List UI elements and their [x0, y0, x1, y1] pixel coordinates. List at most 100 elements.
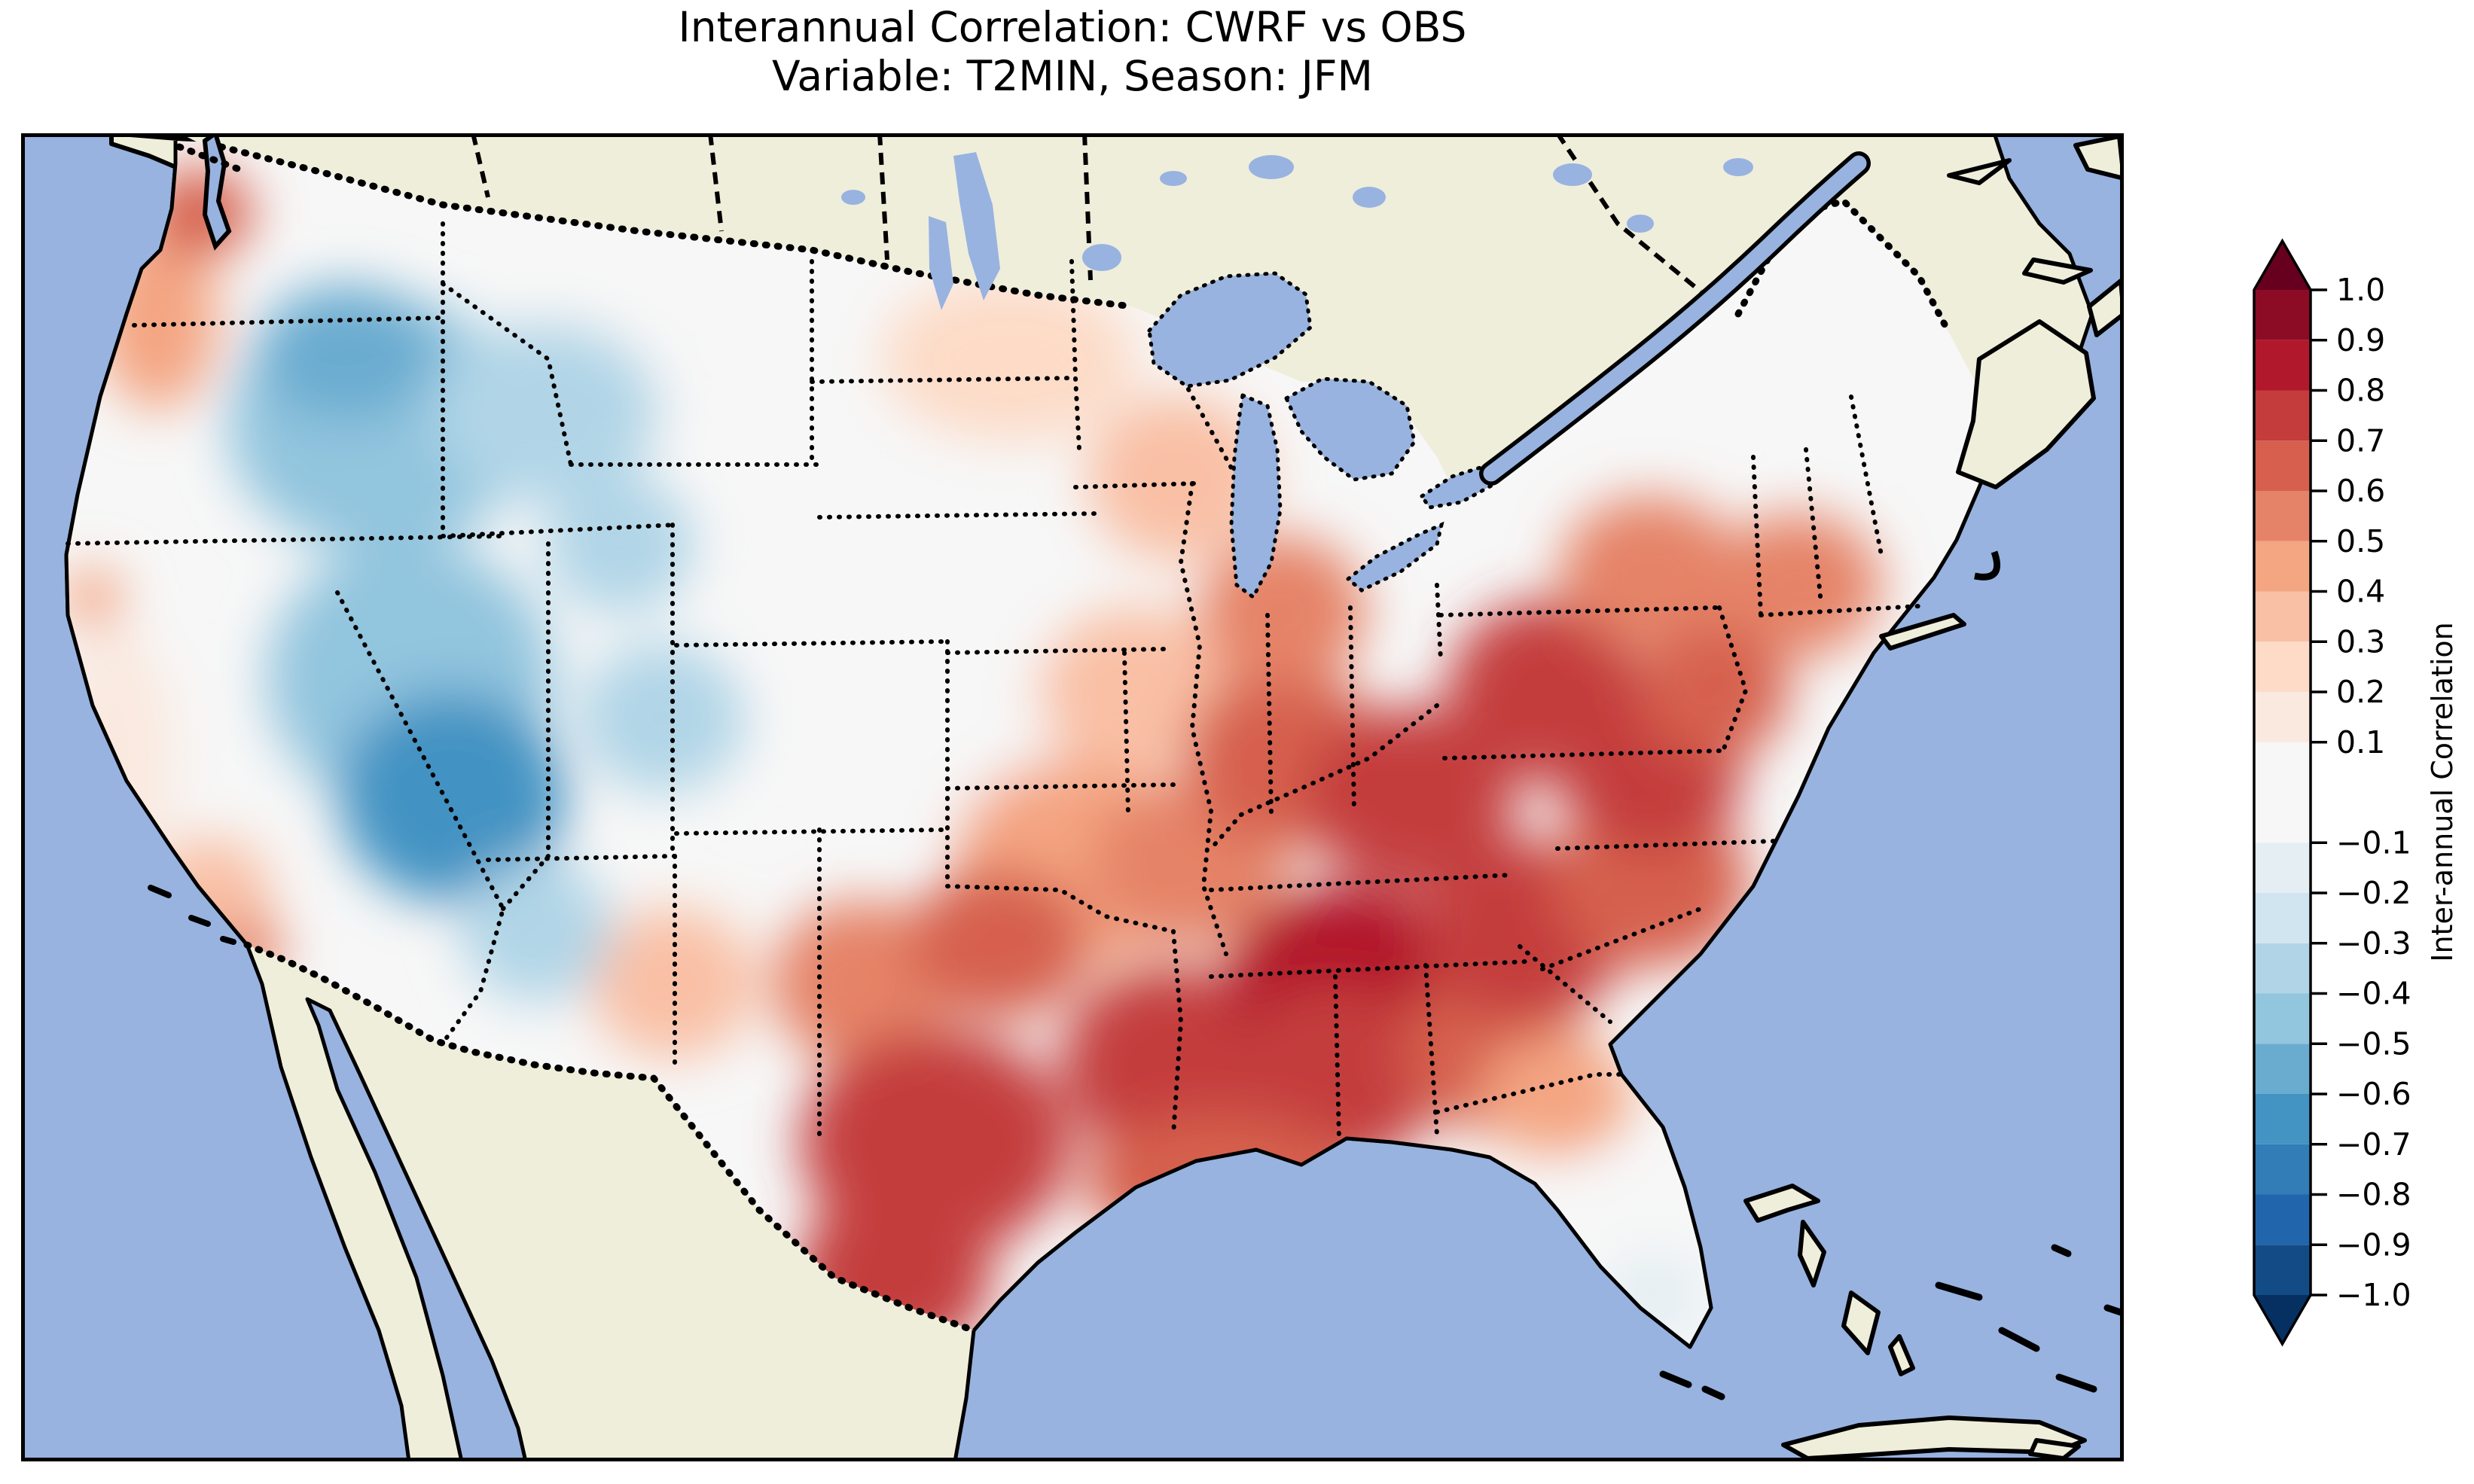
lake-superior — [1147, 271, 1313, 389]
colorbar-segment — [2254, 290, 2311, 340]
us-coastline — [64, 141, 1997, 1349]
colorbar-segment — [2254, 1245, 2311, 1295]
colorbar-tick-label: 0.8 — [2336, 373, 2385, 409]
colorbar-segment — [2254, 1044, 2311, 1094]
colorbar-tick-label: 0.7 — [2336, 422, 2385, 459]
contour-region-north-florida — [1481, 1035, 1632, 1156]
colorbar-ticks — [2311, 288, 2327, 1297]
colorbar-segment — [2254, 541, 2311, 592]
contour-region-west-new-mexico-blue — [461, 858, 612, 1002]
nova-scotia — [1956, 319, 2096, 489]
lake-ontario — [1419, 462, 1496, 510]
maine-canada-border — [1734, 197, 1953, 337]
colorbar-segment — [2254, 340, 2311, 391]
colorbar-tick-labels: 1.0 0.9 0.8 0.7 0.6 0.5 0.4 0.3 0.2 0.1 −0.1 −0.2 −0… — [2336, 272, 2411, 1313]
contour-region-northwest-interior-core — [256, 285, 438, 421]
colorbar-tick-label: −1.0 — [2336, 1277, 2411, 1313]
colorbar-segment — [2254, 641, 2311, 692]
figure-title: Interannual Correlation: CWRF vs OBS Var… — [21, 3, 2124, 101]
colorbar-under-arrow — [2254, 1295, 2311, 1344]
contour-region-central-florida-white — [1556, 1166, 1670, 1265]
colorbar-tick-label: −0.8 — [2336, 1177, 2411, 1213]
newfoundland-corner — [2073, 134, 2124, 181]
map-frame — [21, 133, 2124, 1461]
title-line-1: Interannual Correlation: CWRF vs OBS — [678, 3, 1467, 51]
colorbar-tick-label: 0.5 — [2336, 523, 2385, 559]
contour-region-oklahoma — [908, 868, 1090, 1019]
contour-region-idaho-montana-blue — [434, 321, 660, 503]
great-lakes — [1147, 271, 1496, 600]
cape-cod — [1974, 550, 2001, 580]
colorbar: 1.0 0.9 0.8 0.7 0.6 0.5 0.4 0.3 0.2 0.1 −0.1 −0.2 −0… — [2222, 218, 2474, 1363]
colorbar-tick-label: 0.9 — [2336, 322, 2385, 358]
contour-region-ohio-valley-core — [1303, 707, 1515, 888]
channel-islands — [148, 885, 236, 945]
contour-region-mid-atlantic-coast — [1638, 623, 1789, 759]
colorbar-segments — [2254, 241, 2311, 1344]
contour-region-texas-panhandle — [771, 900, 953, 1066]
colorbar-tick-label: −0.9 — [2336, 1227, 2411, 1263]
colorbar-segment — [2254, 390, 2311, 441]
lake-erie — [1345, 521, 1444, 593]
colorbar-segment — [2254, 491, 2311, 541]
colorbar-tick-label: −0.1 — [2336, 824, 2411, 861]
contour-region-colorado-blue — [579, 642, 746, 794]
contour-region-san-francisco-spot — [66, 568, 123, 629]
colorbar-tick-label: 0.2 — [2336, 674, 2385, 710]
maritime-islands — [1947, 134, 2124, 489]
colorbar-tick-label: −0.5 — [2336, 1025, 2411, 1062]
juan-de-fuca-border — [175, 143, 243, 173]
colorbar-tick-label: 0.4 — [2336, 574, 2385, 610]
colorbar-segment — [2254, 943, 2311, 994]
colorbar-segment — [2254, 993, 2311, 1044]
contour-region-mississippi-alabama — [1230, 986, 1441, 1167]
colorbar-over-arrow — [2254, 241, 2311, 290]
anticosti-island — [1947, 158, 2012, 185]
title-line-2: Variable: T2MIN, Season: JFM — [771, 51, 1373, 100]
us-mexico-border — [243, 941, 978, 1334]
us-canada-border — [206, 140, 1136, 310]
colorbar-svg: 1.0 0.9 0.8 0.7 0.6 0.5 0.4 0.3 0.2 0.1 −0.1 −0.2 −0… — [2253, 238, 2459, 1347]
colorbar-tick-label: 0.3 — [2336, 623, 2385, 660]
colorbar-tick-label: −0.3 — [2336, 925, 2411, 961]
contour-region-michigan — [1200, 536, 1366, 687]
colorbar-segment — [2254, 893, 2311, 943]
contour-region-north-dakota-minnesota-pink — [881, 276, 1138, 442]
prince-edward-island — [2022, 257, 2093, 285]
colorbar-segment — [2254, 1094, 2311, 1144]
contour-region-west-virginia-pennsylvania — [1447, 600, 1644, 782]
long-island — [1879, 613, 1966, 651]
colorbar-segment — [2254, 1144, 2311, 1195]
cape-breton — [2087, 279, 2124, 337]
state-borders — [66, 221, 1921, 1141]
contour-region-four-corners-core — [339, 692, 566, 903]
colorbar-tick-label: −0.6 — [2336, 1076, 2411, 1112]
colorbar-segment — [2254, 742, 2311, 843]
colorbar-tick-label: −0.2 — [2336, 875, 2411, 911]
contour-region-new-england — [1715, 513, 1881, 657]
lake-michigan — [1229, 392, 1283, 600]
contour-region-carolinas — [1552, 800, 1749, 967]
contour-region-maine-pale — [1793, 291, 1929, 427]
colorbar-tick-label: 1.0 — [2336, 272, 2385, 308]
colorbar-segment — [2254, 591, 2311, 642]
colorbar-tick-label: −0.7 — [2336, 1126, 2411, 1163]
colorbar-segment — [2254, 1194, 2311, 1245]
colorbar-tick-label: −0.4 — [2336, 976, 2411, 1012]
caribbean-islands — [1659, 1184, 2124, 1461]
colorbar-axis-label: Inter-annual Correlation — [2426, 622, 2459, 961]
contour-region-wyoming-blue — [545, 477, 696, 613]
colorbar-tick-label: 0.6 — [2336, 473, 2385, 509]
canada-lakes — [841, 152, 1753, 310]
colorbar-segment — [2254, 843, 2311, 893]
colorbar-segment — [2254, 440, 2311, 491]
colorbar-tick-label: 0.1 — [2336, 724, 2385, 760]
contour-region-wisconsin-pink — [1087, 395, 1268, 562]
lake-huron — [1283, 376, 1417, 482]
st-lawrence-river — [1483, 155, 1867, 482]
contour-region-arkansas-louisiana — [1061, 964, 1273, 1161]
map-canvas — [21, 133, 2124, 1461]
map-svg — [21, 133, 2124, 1461]
colorbar-segment — [2254, 692, 2311, 742]
